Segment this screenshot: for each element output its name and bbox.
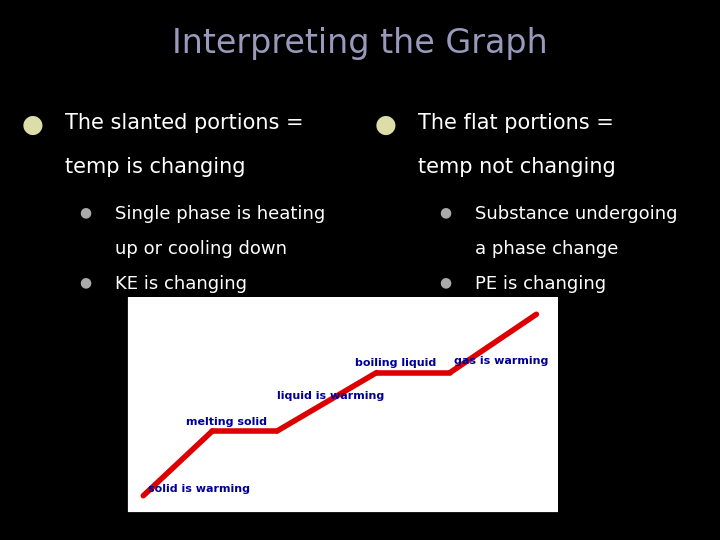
Text: boiling liquid: boiling liquid (355, 358, 436, 368)
Text: The slanted portions =: The slanted portions = (65, 113, 303, 133)
Text: Interpreting the Graph: Interpreting the Graph (172, 27, 548, 60)
Text: a phase change: a phase change (475, 240, 618, 258)
Text: KE is changing: KE is changing (115, 275, 247, 293)
Text: Substance undergoing: Substance undergoing (475, 205, 678, 223)
Text: time: time (319, 539, 365, 540)
Text: temp is changing: temp is changing (65, 157, 246, 177)
Text: The flat portions =: The flat portions = (418, 113, 613, 133)
Text: solid is warming: solid is warming (148, 483, 250, 494)
Text: ●: ● (22, 113, 43, 137)
Text: Single phase is heating: Single phase is heating (115, 205, 325, 223)
Text: ●: ● (439, 275, 451, 289)
Text: up or cooling down: up or cooling down (115, 240, 287, 258)
Text: ●: ● (79, 205, 91, 219)
Text: liquid is warming: liquid is warming (277, 390, 384, 401)
Text: ●: ● (374, 113, 396, 137)
Text: ●: ● (79, 275, 91, 289)
Text: gas is warming: gas is warming (454, 356, 549, 366)
Text: PE is changing: PE is changing (475, 275, 606, 293)
Text: Temp.: Temp. (70, 396, 126, 414)
Text: melting solid: melting solid (186, 416, 267, 427)
Text: temp not changing: temp not changing (418, 157, 616, 177)
Text: ●: ● (439, 205, 451, 219)
